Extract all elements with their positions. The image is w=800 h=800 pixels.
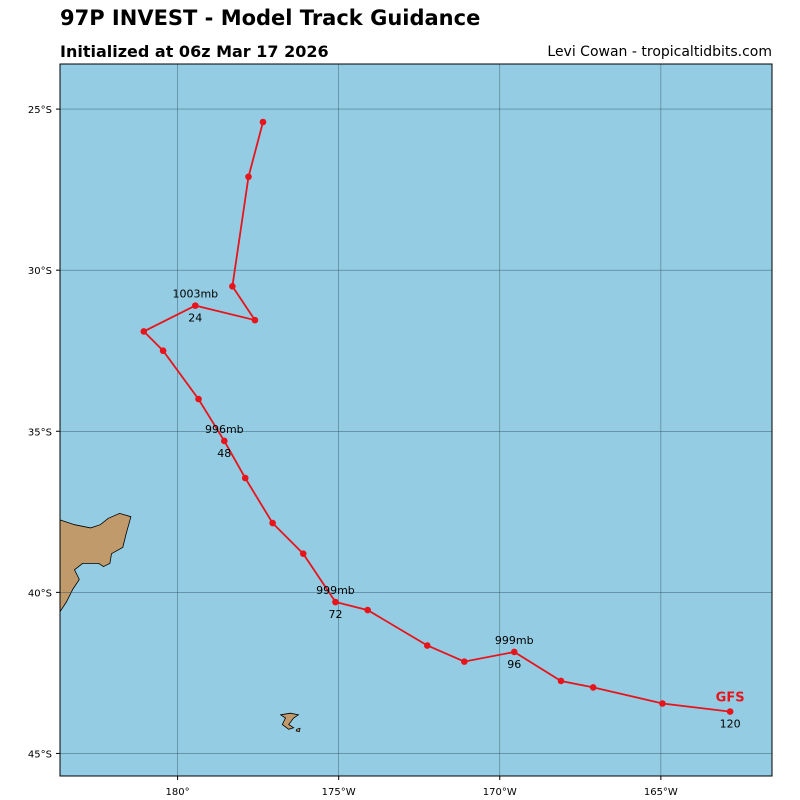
axis-ticks: 180° 175°W 170°W 165°W 25°S 30°S 35°S 40°S 45°S bbox=[28, 105, 678, 798]
x-tick-label: 175°W bbox=[322, 787, 356, 798]
x-tick-label: 165°W bbox=[644, 787, 678, 798]
new-zealand-north-island bbox=[59, 512, 132, 614]
x-tick-label: 170°W bbox=[483, 787, 517, 798]
pressure-label: 996mb bbox=[205, 423, 244, 436]
track-point bbox=[159, 347, 167, 355]
map-frame bbox=[59, 63, 773, 777]
track-layer: 1003mb 24 996mb 48 999mb 72 999mb 96 120 GFS bbox=[140, 118, 745, 731]
track-point bbox=[299, 550, 307, 558]
pitt-island bbox=[295, 727, 301, 732]
init-time-subtitle: Initialized at 06z Mar 17 2026 bbox=[60, 42, 329, 61]
land-layer bbox=[59, 512, 301, 732]
track-point bbox=[726, 708, 734, 715]
track-point bbox=[423, 642, 431, 649]
forecast-hour-label: 48 bbox=[217, 447, 231, 460]
pressure-label: 999mb bbox=[495, 634, 534, 647]
track-point bbox=[589, 684, 597, 691]
track-point bbox=[659, 700, 666, 707]
track-point bbox=[140, 328, 148, 335]
y-tick-label: 25°S bbox=[28, 105, 52, 116]
track-point bbox=[364, 606, 371, 614]
y-tick-label: 45°S bbox=[28, 749, 52, 760]
ocean-area bbox=[60, 64, 772, 776]
track-point bbox=[557, 677, 565, 685]
track-point bbox=[251, 316, 259, 324]
track-point bbox=[245, 173, 252, 181]
track-point bbox=[221, 437, 228, 445]
chatham-island bbox=[279, 712, 300, 730]
map-title: 97P INVEST - Model Track Guidance bbox=[60, 6, 481, 30]
x-tick-label: 180° bbox=[166, 787, 190, 798]
track-point bbox=[192, 302, 199, 309]
track-point bbox=[332, 598, 339, 606]
pressure-label: 999mb bbox=[316, 584, 355, 597]
track-point bbox=[241, 474, 249, 482]
model-name-label: GFS bbox=[716, 691, 745, 706]
forecast-hour-label: 72 bbox=[328, 608, 342, 621]
forecast-hour-label: 120 bbox=[720, 718, 741, 731]
forecast-hour-label: 96 bbox=[507, 658, 521, 671]
track-point bbox=[269, 519, 276, 527]
track-point bbox=[259, 118, 267, 126]
y-tick-label: 35°S bbox=[28, 427, 52, 438]
track-point bbox=[229, 282, 236, 290]
pressure-label: 1003mb bbox=[172, 288, 218, 301]
y-tick-label: 30°S bbox=[28, 266, 52, 277]
y-tick-label: 40°S bbox=[28, 588, 52, 599]
track-point bbox=[510, 648, 518, 656]
track-point bbox=[461, 658, 468, 665]
credit-text: Levi Cowan - tropicaltidbits.com bbox=[547, 44, 772, 60]
track-point bbox=[195, 395, 202, 403]
forecast-hour-label: 24 bbox=[188, 312, 202, 325]
graticule bbox=[60, 64, 772, 776]
